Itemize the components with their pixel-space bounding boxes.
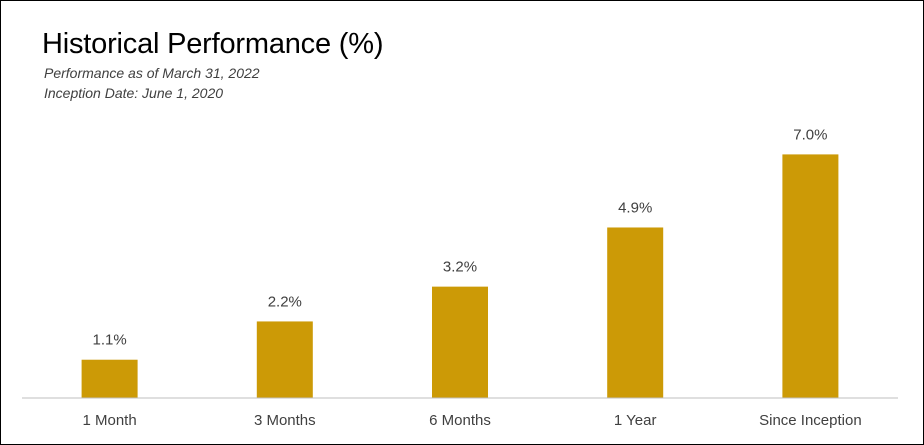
x-tick-label-3-months: 3 Months xyxy=(254,412,316,429)
x-tick-label-1-year: 1 Year xyxy=(614,412,657,429)
data-label-1-year: 4.9% xyxy=(618,199,652,216)
data-label-since-inception: 7.0% xyxy=(793,126,827,143)
data-label-1-month: 1.1% xyxy=(92,332,126,349)
data-label-6-months: 3.2% xyxy=(443,259,477,276)
bar-1-month xyxy=(81,359,138,398)
x-tick-label-6-months: 6 Months xyxy=(429,412,491,429)
chart-subtitle-as-of: Performance as of March 31, 2022 xyxy=(44,65,260,81)
bar-since-inception xyxy=(782,154,839,398)
bar-3-months xyxy=(256,321,313,398)
data-labels-group: 1.1% 2.2% 3.2% 4.9% 7.0% xyxy=(92,126,827,348)
x-tick-labels-group: 1 Month 3 Months 6 Months 1 Year Since Incep… xyxy=(82,412,861,429)
x-tick-label-since-inception: Since Inception xyxy=(759,412,862,429)
chart-subtitle-inception: Inception Date: June 1, 2020 xyxy=(44,85,224,101)
data-label-3-months: 2.2% xyxy=(268,293,302,310)
bars-group xyxy=(81,154,839,398)
chart-title: Historical Performance (%) xyxy=(42,28,384,60)
x-tick-label-1-month: 1 Month xyxy=(82,412,136,429)
bar-6-months xyxy=(432,286,488,398)
bar-1-year xyxy=(607,227,664,398)
